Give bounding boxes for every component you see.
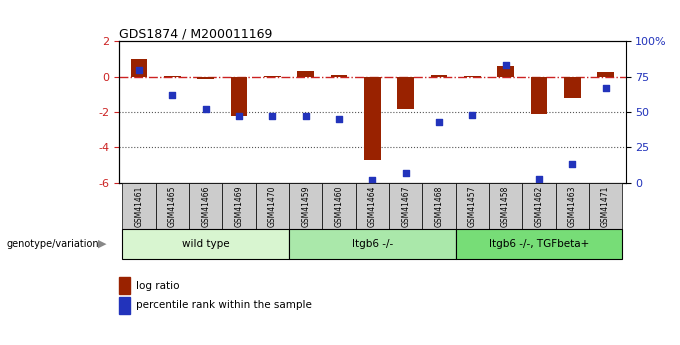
- Point: [600, 85, 611, 91]
- Point: [567, 162, 578, 167]
- Point: [200, 107, 211, 112]
- Bar: [456, 229, 622, 259]
- Text: GSM41460: GSM41460: [335, 185, 343, 227]
- Text: GSM41462: GSM41462: [534, 186, 543, 227]
- Bar: [556, 183, 589, 229]
- Text: GSM41471: GSM41471: [601, 186, 610, 227]
- Bar: [356, 183, 389, 229]
- Bar: [430, 75, 447, 77]
- Bar: [222, 183, 256, 229]
- Text: GSM41468: GSM41468: [435, 186, 443, 227]
- Bar: [530, 77, 547, 114]
- Point: [434, 119, 445, 125]
- Bar: [422, 183, 456, 229]
- Text: wild type: wild type: [182, 239, 229, 249]
- Text: GSM41469: GSM41469: [235, 185, 243, 227]
- Bar: [464, 76, 481, 77]
- Bar: [364, 77, 381, 160]
- Bar: [119, 297, 130, 314]
- Bar: [189, 183, 222, 229]
- Point: [401, 170, 411, 176]
- Bar: [330, 75, 347, 77]
- Point: [500, 63, 511, 68]
- Bar: [156, 183, 189, 229]
- Text: GSM41458: GSM41458: [501, 186, 510, 227]
- Point: [267, 114, 277, 119]
- Text: GSM41466: GSM41466: [201, 185, 210, 227]
- Bar: [122, 229, 289, 259]
- Text: GSM41465: GSM41465: [168, 185, 177, 227]
- Bar: [197, 77, 214, 79]
- Text: GSM41461: GSM41461: [135, 186, 143, 227]
- Bar: [489, 183, 522, 229]
- Text: GDS1874 / M200011169: GDS1874 / M200011169: [119, 27, 273, 40]
- Text: Itgb6 -/-, TGFbeta+: Itgb6 -/-, TGFbeta+: [489, 239, 589, 249]
- Text: GSM41464: GSM41464: [368, 185, 377, 227]
- Bar: [289, 183, 322, 229]
- Bar: [256, 183, 289, 229]
- Bar: [264, 76, 281, 77]
- Bar: [522, 183, 556, 229]
- Text: GSM41470: GSM41470: [268, 185, 277, 227]
- Text: percentile rank within the sample: percentile rank within the sample: [135, 300, 311, 310]
- Point: [534, 176, 545, 181]
- Point: [133, 67, 144, 72]
- Text: Itgb6 -/-: Itgb6 -/-: [352, 239, 393, 249]
- Point: [367, 177, 378, 183]
- Bar: [131, 59, 148, 77]
- Text: genotype/variation: genotype/variation: [7, 239, 99, 249]
- Point: [167, 92, 177, 98]
- Bar: [397, 77, 414, 109]
- Text: GSM41463: GSM41463: [568, 185, 577, 227]
- Bar: [564, 77, 581, 98]
- Text: log ratio: log ratio: [135, 281, 179, 291]
- Text: GSM41467: GSM41467: [401, 185, 410, 227]
- Point: [333, 116, 344, 122]
- Bar: [119, 277, 130, 294]
- Point: [233, 114, 244, 119]
- Point: [300, 114, 311, 119]
- Bar: [497, 66, 514, 77]
- Bar: [231, 77, 248, 116]
- Point: [467, 112, 478, 118]
- Bar: [297, 71, 314, 77]
- Bar: [589, 183, 622, 229]
- Text: GSM41459: GSM41459: [301, 185, 310, 227]
- Bar: [322, 183, 356, 229]
- Bar: [597, 72, 614, 77]
- Text: ▶: ▶: [98, 239, 106, 249]
- Bar: [456, 183, 489, 229]
- Bar: [389, 183, 422, 229]
- Bar: [289, 229, 456, 259]
- Text: GSM41457: GSM41457: [468, 185, 477, 227]
- Bar: [122, 183, 156, 229]
- Bar: [164, 76, 181, 77]
